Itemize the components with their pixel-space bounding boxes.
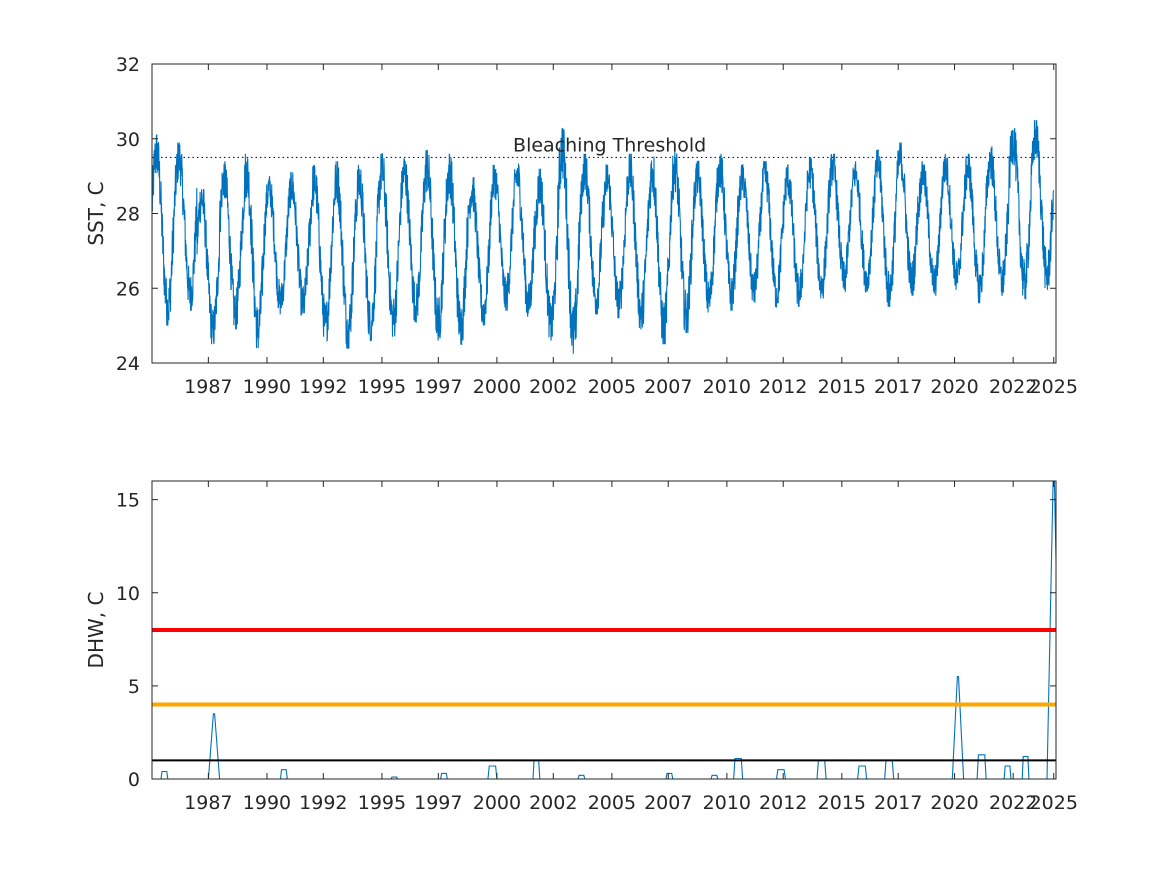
x-tick-label: 2022: [989, 792, 1037, 814]
dhw-axes-box: [151, 480, 1057, 780]
x-tick-label: 2012: [759, 792, 807, 814]
x-tick-label: 1987: [184, 792, 232, 814]
x-tick-label: 2005: [588, 376, 636, 398]
y-tick-label: 26: [116, 278, 140, 300]
bleaching-threshold-label: Bleaching Threshold: [513, 134, 706, 156]
x-tick-label: 1995: [358, 792, 406, 814]
dhw-y-ticks: 0 5 10 15: [116, 490, 1056, 791]
x-tick-label: 2007: [644, 376, 692, 398]
x-tick-label: 2022: [989, 376, 1037, 398]
x-tick-label: 2002: [529, 376, 577, 398]
x-tick-label: 2025: [1030, 792, 1078, 814]
dhw-plot-area: [152, 481, 1056, 779]
sst-series-line: [151, 120, 1055, 354]
x-tick-label: 2005: [588, 792, 636, 814]
x-tick-label: 2017: [874, 376, 922, 398]
y-tick-label: 28: [116, 204, 140, 226]
x-tick-label: 1997: [414, 376, 462, 398]
x-tick-label: 1990: [243, 792, 291, 814]
x-tick-label: 1997: [414, 792, 462, 814]
x-tick-label: 2015: [818, 376, 866, 398]
x-tick-label: 2000: [473, 792, 521, 814]
sst-y-axis-label: SST, C: [84, 181, 108, 245]
x-tick-label: 2015: [818, 792, 866, 814]
sst-y-ticks: 24 26 28 30 32: [116, 54, 1056, 375]
x-tick-label: 1990: [243, 376, 291, 398]
y-tick-label: 15: [116, 490, 140, 512]
x-tick-label: 2020: [930, 792, 978, 814]
sst-plot-area: [151, 120, 1056, 354]
x-tick-label: 2020: [930, 376, 978, 398]
x-tick-label: 1995: [358, 376, 406, 398]
y-tick-label: 30: [116, 129, 140, 151]
x-tick-label: 2002: [529, 792, 577, 814]
x-tick-label: 2007: [644, 792, 692, 814]
x-tick-label: 1992: [299, 792, 347, 814]
dhw-panel: 0 5 10 15 1987 1990 1992 1995 1997 2000 2002 2005 2…: [84, 480, 1078, 814]
x-tick-label: 1992: [299, 376, 347, 398]
y-tick-label: 5: [128, 676, 140, 698]
y-tick-label: 24: [116, 353, 140, 375]
y-tick-label: 10: [116, 583, 140, 605]
x-tick-label: 2000: [473, 376, 521, 398]
dhw-y-axis-label: DHW, C: [84, 592, 108, 669]
x-tick-label: 2017: [874, 792, 922, 814]
x-tick-label: 2010: [703, 792, 751, 814]
x-tick-label: 2025: [1030, 376, 1078, 398]
y-tick-label: 32: [116, 54, 140, 76]
x-tick-label: 1987: [184, 376, 232, 398]
dhw-series-line: [152, 481, 1056, 779]
sst-x-ticks: 1987 1990 1992 1995 1997 2000 2002 2005 2007 2010…: [184, 64, 1078, 398]
x-tick-label: 2012: [759, 376, 807, 398]
x-tick-label: 2010: [703, 376, 751, 398]
y-tick-label: 0: [128, 769, 140, 791]
dhw-x-ticks: 1987 1990 1992 1995 1997 2000 2002 2005 2007 2010…: [184, 481, 1078, 814]
